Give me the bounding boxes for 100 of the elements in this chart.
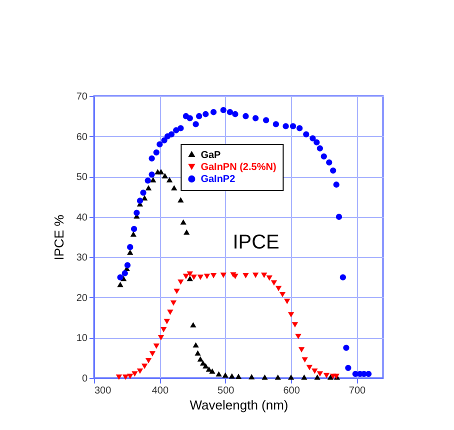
point (266, 275, 272, 281)
point (288, 312, 294, 318)
point (192, 121, 199, 128)
point (164, 318, 170, 324)
point (312, 368, 318, 374)
point (130, 231, 136, 237)
point (220, 107, 226, 114)
point (158, 168, 164, 174)
point (204, 274, 210, 280)
point (252, 115, 259, 122)
x-tick-label: 300 (94, 386, 112, 396)
point (180, 219, 186, 225)
point (202, 111, 209, 118)
x-tick-label: 700 (348, 386, 366, 396)
point (132, 371, 138, 377)
point (190, 274, 197, 280)
point (136, 368, 144, 374)
point (242, 113, 249, 120)
y-tick-label: 0 (82, 374, 88, 384)
point (167, 310, 174, 316)
point (228, 373, 236, 379)
point (242, 273, 249, 278)
point (323, 372, 330, 378)
point (178, 125, 184, 132)
y-tick-label: 40 (76, 212, 88, 224)
point (306, 364, 313, 370)
point (279, 292, 286, 298)
point (184, 229, 190, 235)
point (127, 250, 134, 255)
point (124, 262, 131, 268)
point (298, 347, 305, 352)
point (190, 322, 196, 328)
point (178, 279, 184, 285)
point (274, 374, 281, 380)
point (178, 197, 184, 203)
point (186, 276, 193, 282)
y-tick-label: 30 (76, 252, 88, 264)
point (248, 374, 255, 380)
point (330, 167, 336, 174)
point (261, 272, 268, 278)
x-tick-label: 400 (152, 386, 169, 396)
point (220, 272, 226, 278)
point (252, 272, 259, 278)
point (148, 171, 155, 178)
point (209, 368, 216, 374)
point (122, 374, 129, 380)
point (316, 371, 324, 377)
point (288, 374, 294, 380)
x-tick-label: 600 (283, 386, 300, 396)
point (302, 357, 308, 363)
point (150, 177, 156, 182)
point (314, 139, 320, 146)
annotation: IPCE (232, 232, 280, 254)
y-tick-label: 70 (76, 92, 88, 102)
point (166, 177, 173, 182)
point (144, 178, 151, 184)
point (216, 371, 222, 377)
point (145, 185, 152, 190)
point (222, 372, 228, 378)
point (196, 113, 202, 120)
point (345, 364, 352, 372)
point (186, 271, 193, 277)
point (140, 190, 146, 196)
point (127, 244, 134, 250)
point (116, 374, 122, 380)
point (202, 363, 209, 368)
point (210, 109, 217, 116)
point (232, 111, 238, 118)
point (314, 374, 320, 380)
point (171, 185, 178, 190)
point (148, 155, 155, 162)
point (333, 182, 340, 188)
legend-label: GaInPN (2.5%N) (200, 162, 276, 173)
point (340, 274, 346, 280)
y-tick-label: 10 (76, 333, 88, 344)
point (168, 131, 175, 138)
point (149, 351, 156, 356)
point (310, 135, 316, 142)
legend-label: GaInP2 (200, 174, 236, 185)
point (153, 344, 160, 349)
point (301, 374, 308, 380)
y-tick-label: 60 (76, 132, 88, 143)
point (270, 280, 278, 286)
point (292, 322, 298, 328)
point (262, 374, 268, 380)
point (316, 145, 324, 152)
point (290, 123, 296, 130)
legend-label: GaP (200, 150, 222, 161)
point (158, 335, 164, 340)
point (161, 137, 168, 144)
point (136, 198, 144, 204)
point (343, 344, 350, 351)
point (153, 149, 160, 156)
point (141, 195, 148, 201)
point (320, 153, 327, 160)
point (194, 350, 201, 356)
point (296, 125, 303, 132)
point (182, 274, 190, 280)
point (295, 334, 302, 340)
point (282, 123, 289, 130)
